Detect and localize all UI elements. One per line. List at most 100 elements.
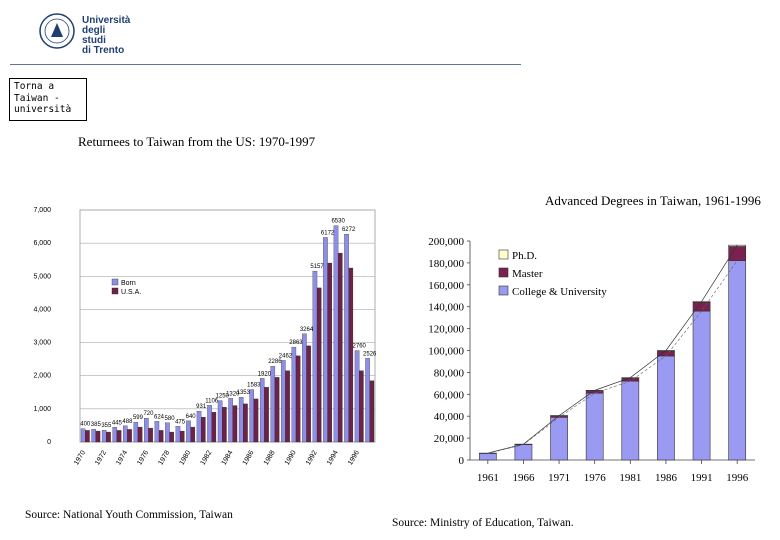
chart1-bar-usa: [232, 405, 238, 443]
chart2-bar-college: [657, 355, 675, 461]
chart2-ytick: 120,000: [428, 324, 464, 336]
back-link[interactable]: Torna a Taiwan - università: [9, 78, 87, 121]
chart1-bar-usa: [316, 287, 322, 443]
logo-line-3: di Trento: [82, 45, 125, 56]
seal-icon: [39, 13, 75, 49]
chart1-data-label: 624: [154, 414, 165, 420]
chart1-bar-usa: [179, 430, 185, 443]
chart2-legend-master-swatch: [498, 267, 509, 278]
chart2-title: Advanced Degrees in Taiwan, 1961-1996: [545, 193, 761, 208]
chart2-ytick: 80,000: [434, 367, 465, 379]
chart1-source: Source: National Youth Commission, Taiwa…: [25, 509, 233, 521]
chart1-bar-usa: [348, 267, 354, 443]
chart2-ytick: 100,000: [428, 346, 464, 358]
chart1-data-label: 1250: [216, 394, 230, 400]
chart2-legend-college-label: College & University: [512, 286, 607, 298]
chart1-bar-usa: [253, 398, 259, 443]
logo-line-1: Università: [82, 15, 131, 26]
chart2-xtick: 1976: [584, 472, 607, 484]
chart1-bar-usa: [158, 430, 164, 443]
chart1-data-label: 385: [91, 422, 102, 428]
chart1-bar-usa: [285, 370, 290, 443]
chart1-data-label: 400: [80, 422, 91, 428]
chart1-ytick: 6,000: [33, 240, 51, 247]
chart1-data-label: 599: [133, 415, 144, 421]
chart2-bar-college: [550, 416, 568, 461]
chart2-bar-college: [478, 453, 497, 461]
chart1-data-label: 1353: [237, 390, 251, 396]
chart1-bar-usa: [295, 355, 301, 443]
chart2-legend-phd-label: Ph.D.: [512, 250, 537, 262]
chart1-bar-usa: [169, 431, 174, 443]
chart1-ytick: 3,000: [33, 340, 51, 347]
chart1-bar-usa: [274, 377, 280, 443]
chart1-bar-usa: [264, 387, 269, 443]
chart1-title: Returnees to Taiwan from the US: 1970-19…: [78, 134, 316, 149]
chart2-xtick: 1986: [655, 472, 678, 484]
chart1-bar-usa: [306, 345, 311, 443]
chart1-data-label: 1920: [258, 371, 272, 377]
chart1-data-label: 931: [196, 404, 207, 410]
chart1-data-label: 6272: [342, 227, 356, 233]
university-logo: Università degli studi di Trento: [38, 12, 131, 56]
chart2-ytick: 20,000: [434, 433, 465, 445]
chart2-xtick: 1981: [619, 472, 641, 484]
chart1-data-label: 1320: [226, 391, 240, 397]
chart1-bar-usa: [106, 431, 111, 443]
chart1-bar-usa: [137, 426, 143, 443]
chart1-data-label: 6172: [321, 230, 335, 236]
chart2-ytick: 140,000: [428, 302, 464, 314]
chart1-data-label: 2286: [268, 359, 282, 365]
chart1-ytick: 5,000: [33, 273, 51, 280]
chart2-bar-college: [585, 392, 604, 461]
chart1-data-label: 445: [112, 420, 123, 426]
chart1-bar-usa: [243, 403, 248, 443]
chart1-data-label: 2863: [289, 340, 303, 346]
chart2-line-total: [487, 244, 738, 454]
chart1-ytick: 2,000: [33, 373, 51, 380]
chart1-bar-usa: [327, 262, 333, 443]
chart1-ytick: 4,000: [33, 306, 51, 313]
chart1-ytick: 1,000: [33, 406, 51, 413]
chart1-data-label: 720: [143, 411, 154, 417]
chart2-xtick: 1966: [512, 472, 535, 484]
chart1-bar-usa: [337, 252, 343, 443]
chart1-ytick: 0: [47, 439, 51, 446]
chart2-bar-college: [692, 310, 711, 461]
chart1-data-label: 488: [122, 419, 133, 425]
chart1-data-label: 5157: [310, 264, 324, 270]
chart1-bar-usa: [369, 380, 375, 443]
chart1-bar-usa: [190, 426, 196, 443]
chart1-data-label: 6530: [331, 219, 345, 225]
chart2-legend-college-swatch: [498, 285, 509, 296]
chart1-ytick: 7,000: [33, 207, 51, 214]
chart1-data-label: 2760: [353, 344, 367, 350]
chart2-xtick: 1991: [691, 472, 713, 484]
chart1-bar-usa: [211, 412, 217, 443]
chart2-bar-master: [728, 246, 747, 262]
chart1-data-label: 3264: [300, 327, 314, 333]
chart1-bar-usa: [85, 430, 90, 443]
chart2-legend-phd-swatch: [498, 249, 509, 260]
chart1-legend-label-born: Born: [121, 280, 136, 287]
chart1-data-label: 580: [165, 416, 176, 422]
chart1-bar-usa: [201, 416, 206, 443]
chart1-data-label: 355: [101, 423, 112, 429]
chart1-data-label: 2462: [279, 353, 293, 359]
chart2-legend-master-label: Master: [512, 268, 543, 280]
chart1-data-label: 1106: [205, 398, 219, 404]
chart2-bar-college: [514, 444, 533, 461]
chart1-bar-usa: [116, 430, 122, 443]
chart2-ytick: 60,000: [434, 389, 465, 401]
chart1-bar-usa: [359, 370, 364, 443]
chart2-ytick: 180,000: [428, 258, 464, 270]
chart2-ytick: 160,000: [428, 280, 464, 292]
chart1-bar-usa: [95, 430, 101, 443]
chart1-data-label: 1583: [247, 383, 261, 389]
chart1-bar-usa: [222, 407, 227, 443]
chart1-bar-usa: [148, 427, 153, 443]
logo-line-2: degli studi: [82, 25, 106, 46]
chart2-bar-college: [621, 380, 640, 461]
